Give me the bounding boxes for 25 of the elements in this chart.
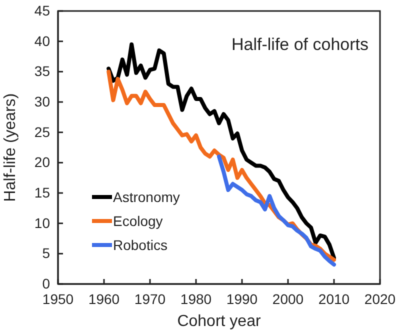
y-tick-label: 15 <box>34 184 50 200</box>
y-tick-label: 25 <box>34 124 50 140</box>
legend-label: Robotics <box>113 237 168 253</box>
y-tick-label: 0 <box>42 275 50 292</box>
text: Half-life of cohorts <box>232 35 368 54</box>
x-tick-label: 2010 <box>318 290 350 307</box>
y-tick-label: 45 <box>34 2 50 18</box>
y-tick-label: 20 <box>34 154 50 170</box>
y-axis-title: Half-life (years) <box>2 93 19 202</box>
x-tick-label: 2020 <box>364 290 396 307</box>
x-tick-label: 2000 <box>272 290 304 307</box>
y-tick-label: 40 <box>34 32 50 49</box>
legend-label: Ecology <box>113 213 163 229</box>
y-tick-label: 30 <box>34 93 50 110</box>
y-tick-label: 35 <box>34 63 50 80</box>
x-tick-label: 1970 <box>134 290 166 307</box>
legend-label: Astronomy <box>113 189 180 205</box>
x-tick-label: 1990 <box>226 290 258 307</box>
y-tick-label: 5 <box>42 245 50 262</box>
x-tick-label: 1950 <box>42 290 74 307</box>
x-axis-title: Cohort year <box>177 313 262 330</box>
y-tick-label: 10 <box>34 214 50 231</box>
x-tick-label: 1980 <box>180 290 212 307</box>
x-tick-label: 1960 <box>88 290 120 307</box>
line-series <box>217 154 336 267</box>
